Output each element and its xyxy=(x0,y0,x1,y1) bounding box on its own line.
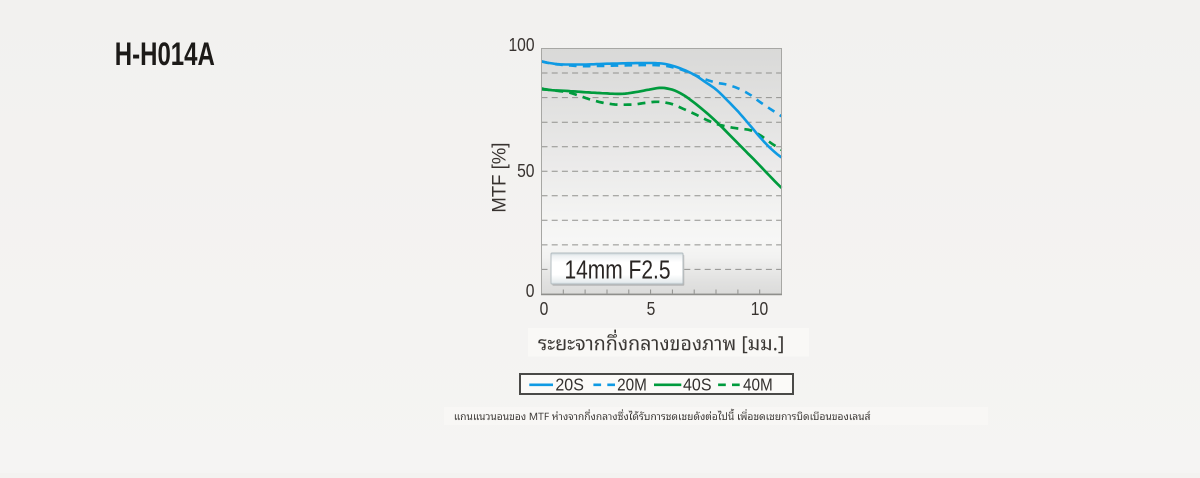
svg-text:20S: 20S xyxy=(555,374,584,394)
svg-text:5: 5 xyxy=(647,299,656,320)
svg-text:20M: 20M xyxy=(617,374,647,394)
svg-text:MTF [%]: MTF [%] xyxy=(489,143,511,213)
svg-text:100: 100 xyxy=(509,35,535,56)
svg-text:50: 50 xyxy=(517,161,534,182)
svg-text:14mm F2.5: 14mm F2.5 xyxy=(565,257,671,285)
svg-text:H-H014A: H-H014A xyxy=(115,36,215,72)
svg-text:10: 10 xyxy=(751,299,768,320)
svg-text:40S: 40S xyxy=(683,374,712,394)
svg-text:0: 0 xyxy=(540,299,549,320)
svg-text:0: 0 xyxy=(526,281,535,302)
svg-text:40M: 40M xyxy=(743,374,773,394)
